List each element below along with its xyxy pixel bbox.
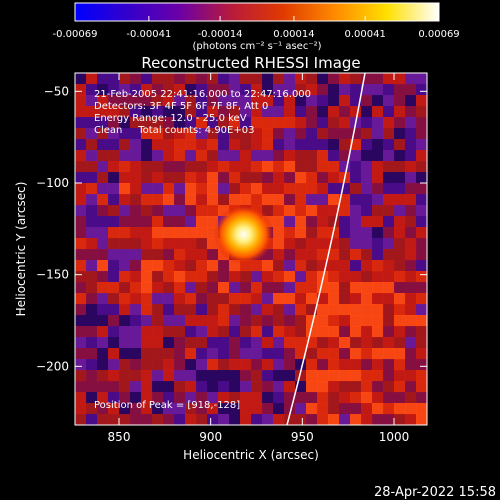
info-line-clean: Clean Total counts: 4.90E+03 xyxy=(94,125,254,136)
colorbar-tick-label: 0.00041 xyxy=(344,29,385,40)
plot-title: Reconstructed RHESSI Image xyxy=(141,54,360,72)
info-line-energy: Energy Range: 12.0 - 25.0 keV xyxy=(94,113,247,124)
colorbar xyxy=(74,2,440,22)
axis-ticks: 850 900 950 1000 −50 −100 −150 −200 xyxy=(36,73,427,444)
info-line-detectors: Detectors: 3F 4F 5F 6F 7F 8F, Att 0 xyxy=(94,101,268,112)
x-tick-label: 850 xyxy=(108,430,131,444)
x-axis-label: Heliocentric X (arcsec) xyxy=(183,448,319,462)
x-tick-label: 1000 xyxy=(379,430,410,444)
footer-timestamp: 28-Apr-2022 15:58 xyxy=(374,485,496,500)
info-line-time: 21-Feb-2005 22:41:16.000 to 22:47:16.000 xyxy=(94,89,311,100)
emission-peak xyxy=(213,204,274,265)
y-tick-label: −50 xyxy=(44,84,69,98)
colorbar-tick-label: -0.00041 xyxy=(126,29,171,40)
colorbar-ticks: -0.00069 -0.00041 -0.00014 0.00014 0.00041 0.… xyxy=(53,16,460,40)
peak-position-text: Position of Peak = [918,-128] xyxy=(94,400,240,411)
colorbar-tick-label: 0.00014 xyxy=(273,29,314,40)
solar-limb-line xyxy=(286,73,366,425)
colorbar-tick-label: 0.00069 xyxy=(418,29,459,40)
y-axis-label: Heliocentric Y (arcsec) xyxy=(14,182,28,317)
rhessi-image xyxy=(75,73,427,425)
colorbar-units-label: (photons cm⁻² s⁻¹ asec⁻²) xyxy=(192,41,321,52)
plot-frame xyxy=(74,72,428,426)
colorbar-tick-label: -0.00014 xyxy=(198,29,243,40)
y-tick-label: −150 xyxy=(36,268,69,282)
y-tick-label: −100 xyxy=(36,176,69,190)
colorbar-tick-label: -0.00069 xyxy=(53,29,98,40)
x-tick-label: 900 xyxy=(199,430,222,444)
x-tick-label: 950 xyxy=(291,430,314,444)
y-tick-label: −200 xyxy=(36,359,69,373)
